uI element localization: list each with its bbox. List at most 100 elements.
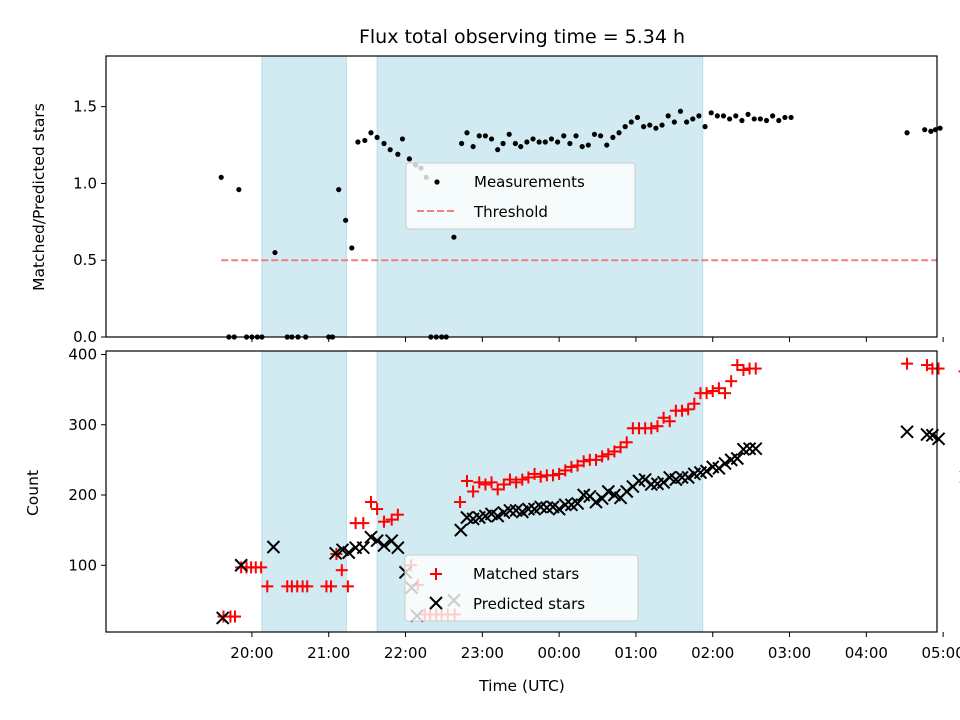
- x-tick-label: 01:00: [614, 644, 657, 662]
- matched-star-point: [571, 459, 584, 472]
- measurement-point: [476, 133, 482, 139]
- legend-measurements-marker: [434, 179, 440, 185]
- top-x-ticks: [251, 337, 944, 342]
- matched-star-point: [335, 564, 348, 577]
- measurement-point: [512, 140, 518, 147]
- measurement-point: [696, 113, 702, 119]
- measurement-point: [708, 110, 714, 116]
- measurement-point: [374, 134, 380, 140]
- measurement-point: [684, 119, 690, 125]
- matched-star-point: [700, 387, 713, 400]
- measurement-point: [745, 111, 751, 117]
- chart-title: Flux total observing time = 5.34 h: [359, 26, 685, 48]
- measurement-point: [387, 147, 393, 153]
- measurement-point: [720, 113, 727, 119]
- x-axis-label: Time (UTC): [478, 677, 565, 695]
- x-tick-label: 03:00: [768, 644, 811, 662]
- predicted-star-point: [699, 464, 714, 478]
- matched-star-point: [341, 580, 354, 593]
- matched-star-point: [371, 503, 384, 516]
- measurement-point: [470, 143, 476, 150]
- matched-star-point: [608, 445, 621, 458]
- matched-star-point: [503, 473, 516, 486]
- measurement-point: [610, 134, 616, 140]
- measurement-point: [677, 108, 684, 114]
- predicted-star-point: [900, 425, 914, 439]
- measurement-point: [770, 113, 776, 119]
- measurement-point: [272, 249, 278, 256]
- predicted-star-point: [925, 428, 940, 443]
- measurement-point: [495, 147, 501, 153]
- measurement-point: [622, 124, 628, 130]
- matched-star-point: [460, 474, 473, 487]
- measurement-point: [488, 136, 495, 142]
- matched-star-point: [706, 385, 719, 398]
- measurement-point: [399, 136, 406, 142]
- bottom-legend-box: [404, 554, 639, 622]
- measurement-point: [355, 139, 361, 145]
- matched-star-point: [749, 362, 762, 375]
- predicted-star-point: [391, 540, 405, 555]
- measurement-point: [937, 125, 943, 131]
- predicted-star-point: [454, 523, 468, 537]
- measurement-point: [464, 130, 470, 136]
- measurement-point: [573, 133, 579, 139]
- measurement-point: [406, 156, 412, 162]
- x-tick-label: 23:00: [461, 644, 504, 662]
- predicted-star-point: [370, 533, 384, 548]
- bottom-y-tick-label: 300: [68, 416, 97, 434]
- matched-star-point: [620, 436, 633, 449]
- measurement-point: [763, 117, 770, 124]
- matched-star-point: [553, 467, 566, 480]
- legend-threshold-label: Threshold: [473, 203, 548, 221]
- measurement-point: [647, 122, 653, 128]
- matched-star-point: [534, 470, 547, 483]
- measurement-point: [690, 116, 696, 122]
- predicted-star-point: [377, 538, 391, 553]
- predicted-star-point: [490, 509, 505, 523]
- measurement-point: [585, 142, 591, 148]
- top-axes-frame: [105, 55, 938, 338]
- measurement-point: [524, 139, 530, 145]
- measurement-point: [218, 174, 224, 180]
- matched-star-point: [255, 561, 268, 574]
- matched-star-point: [378, 515, 391, 528]
- measurement-point: [500, 140, 506, 147]
- matched-star-point: [614, 441, 627, 454]
- measurement-point: [641, 124, 647, 130]
- matched-star-point: [676, 404, 689, 417]
- predicted-star-point: [742, 441, 757, 456]
- matched-star-point: [454, 496, 467, 509]
- matched-star-point: [719, 387, 732, 400]
- measurement-point: [904, 130, 910, 136]
- matched-star-point: [901, 357, 914, 370]
- measurement-point: [604, 142, 610, 148]
- measurement-point: [739, 117, 745, 124]
- legend-matched-label: Matched stars: [473, 565, 579, 583]
- x-tick-label: 21:00: [307, 644, 350, 662]
- x-tick-label: 00:00: [538, 644, 581, 662]
- measurement-point: [616, 130, 622, 136]
- bottom-legend: Matched stars Predicted stars: [404, 554, 639, 622]
- matched-star-point: [364, 496, 377, 509]
- matched-star-point: [663, 415, 676, 428]
- predicted-star-point: [920, 427, 934, 442]
- top-y-tick-label: 0.5: [73, 251, 97, 269]
- measurement-point: [482, 133, 489, 139]
- matched-star-point: [731, 359, 744, 372]
- matched-star-point: [510, 476, 523, 489]
- top-y-tick-label: 1.0: [73, 174, 97, 192]
- measurement-point: [782, 114, 788, 121]
- measurement-points: [218, 108, 943, 340]
- matched-star-point: [325, 580, 338, 593]
- bottom-y-tick-label: 100: [68, 556, 97, 574]
- measurement-point: [653, 125, 659, 131]
- bottom-x-ticks: 20:00 21:00 22:00 23:00 00:00 01:00 02:00 03:00…: [230, 632, 960, 662]
- measurement-point: [548, 136, 555, 142]
- measurement-point: [591, 131, 598, 137]
- bottom-axes-frame: [105, 350, 938, 633]
- bottom-y-axis-label: Count: [24, 470, 42, 516]
- predicted-star-point: [601, 484, 615, 499]
- matched-star-point: [497, 478, 510, 491]
- matched-star-point: [577, 455, 590, 468]
